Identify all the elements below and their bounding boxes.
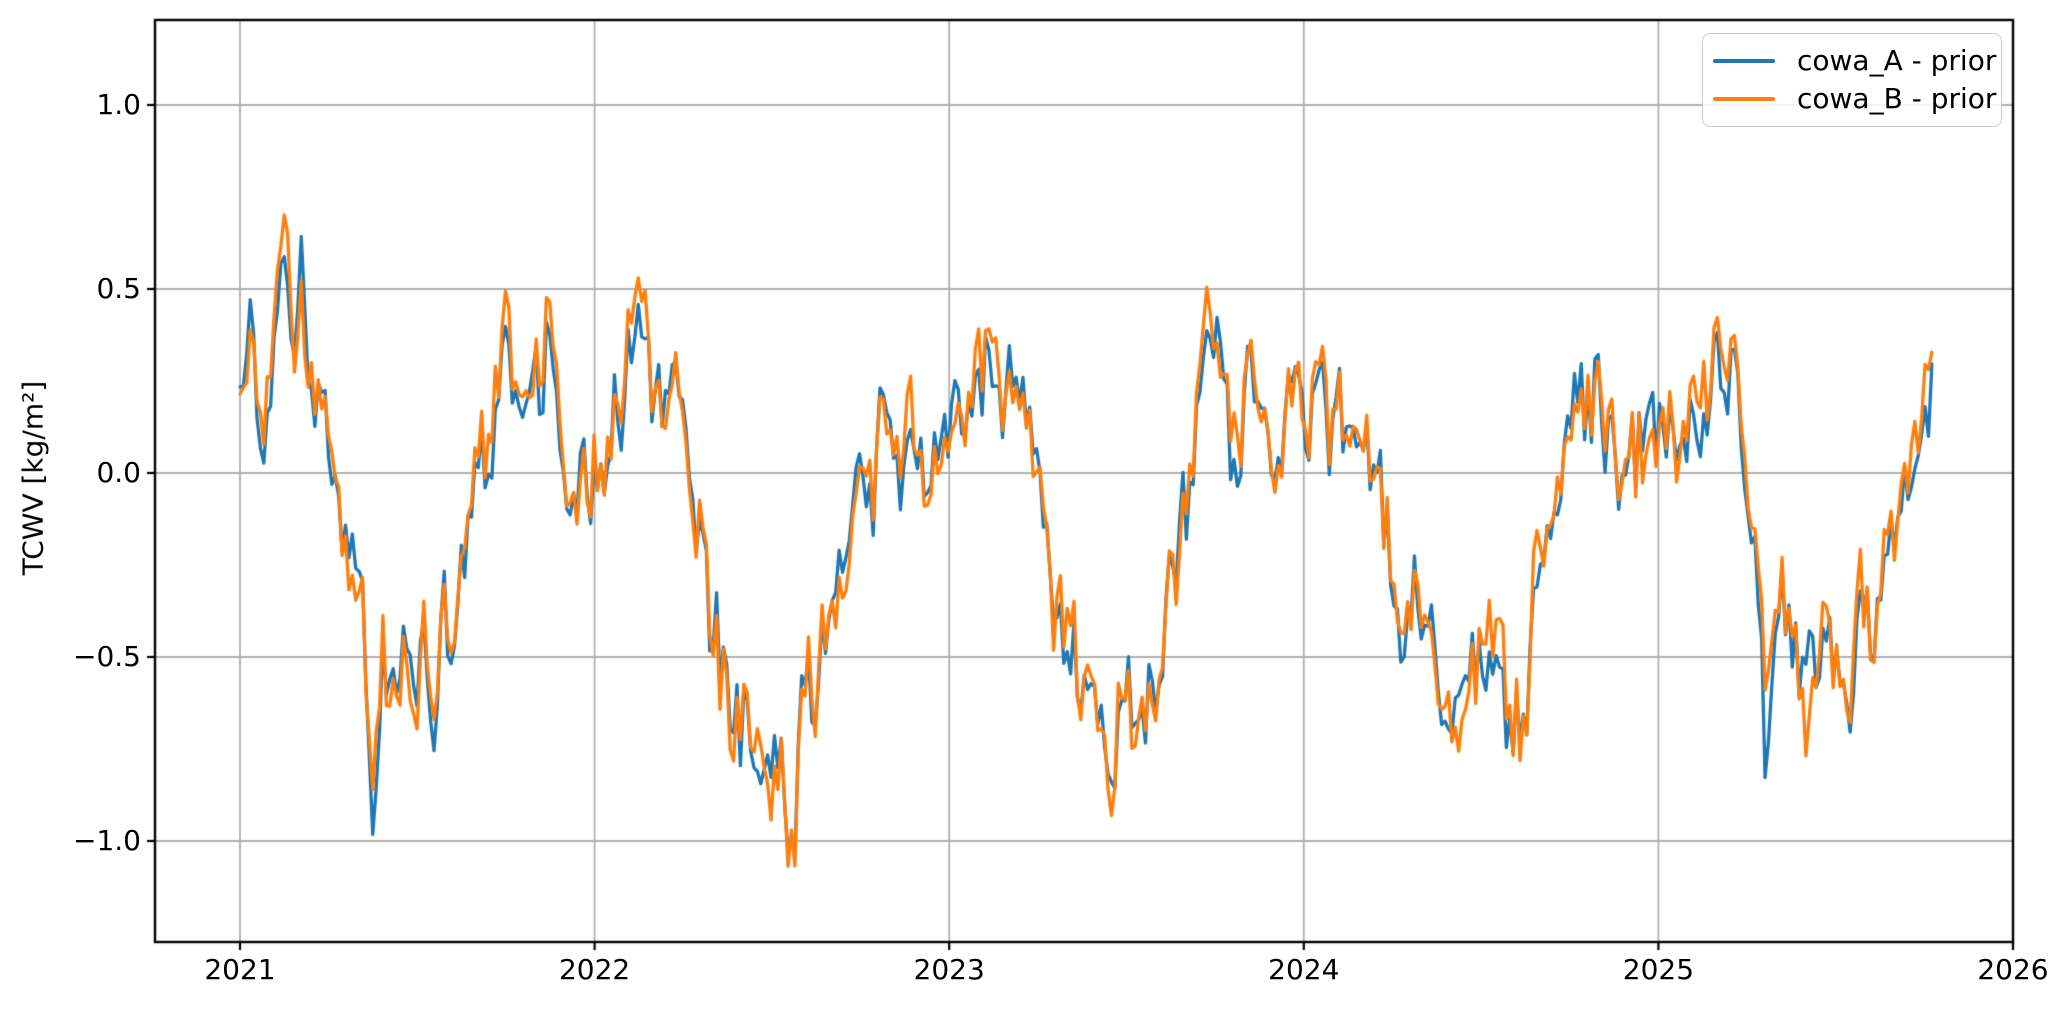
y-tick-label: 0.5	[96, 272, 141, 305]
legend-item: cowa_B - prior	[1713, 84, 1996, 113]
y-tick-label: −1.0	[73, 823, 141, 857]
y-axis-label: TCWV [kg/m²]	[16, 380, 50, 576]
legend-item-label: cowa_B - prior	[1797, 81, 1997, 115]
x-tick-label: 2021	[204, 953, 276, 986]
legend: cowa_A - prior cowa_B - prior	[1702, 33, 2002, 127]
x-tick-label: 2022	[558, 953, 631, 986]
legend-line-sample	[1713, 59, 1775, 64]
y-tick-label: 1.0	[96, 88, 141, 121]
x-tick-label: 2024	[1268, 953, 1340, 986]
legend-line-sample	[1713, 96, 1775, 101]
legend-item-label: cowa_A - prior	[1797, 44, 1997, 78]
legend-item: cowa_A - prior	[1713, 47, 1996, 75]
x-tick-label: 2023	[913, 953, 985, 986]
y-tick-label: 0.0	[96, 455, 141, 489]
y-tick-label: −0.5	[73, 639, 141, 673]
x-tick-label: 2026	[1977, 953, 2049, 986]
x-tick-label: 2025	[1622, 953, 1695, 986]
